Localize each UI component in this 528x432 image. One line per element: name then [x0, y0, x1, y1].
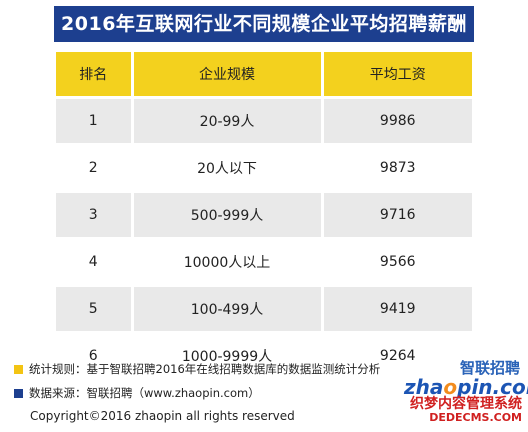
logo-brand-cn: 智联招聘 [459, 359, 520, 377]
company-size-cell: 1000-9999人 [130, 331, 322, 378]
yellow-square-icon [14, 364, 23, 374]
rank-cell: 5 [56, 284, 132, 333]
table-row: 2 20人以下 9873 [56, 143, 472, 192]
zhaopin-logo: 智联招聘 zhaopin.com [402, 357, 528, 407]
company-size-cell: 20人以下 [130, 143, 322, 192]
rank-cell: 2 [56, 143, 132, 192]
logo-en-part: zha [404, 375, 444, 399]
rank-cell: 6 [56, 331, 132, 378]
table-row: 5 100-499人 9419 [56, 284, 472, 333]
table-row: 1 20-99人 9986 [56, 96, 472, 145]
logo-en-o: o [443, 375, 458, 399]
note-stat-rule: 统计规则：基于智联招聘2016年在线招聘数据库的数据监测统计分析 [14, 361, 380, 377]
salary-cell: 9873 [320, 143, 472, 192]
stat-rule-text: 统计规则：基于智联招聘2016年在线招聘数据库的数据监测统计分析 [29, 362, 381, 376]
salary-cell: 9419 [320, 284, 472, 333]
blue-square-icon [14, 388, 23, 398]
salary-cell: 9716 [320, 190, 472, 239]
logo-en-suffix: pin.com [457, 375, 528, 399]
watermark-en: DEDECMS.COM [429, 411, 522, 424]
company-size-cell: 10000人以上 [130, 237, 322, 286]
salary-cell: 9566 [320, 237, 472, 286]
table-row: 4 10000人以上 9566 [56, 237, 472, 286]
rank-cell: 3 [56, 190, 132, 239]
header-average-salary: 平均工资 [320, 52, 472, 98]
copyright-text: Copyright©2016 zhaopin all rights reserv… [30, 409, 295, 423]
dedecms-watermark: 织梦内容管理系统 DEDECMS.COM [398, 393, 526, 431]
rank-cell: 4 [56, 237, 132, 286]
company-size-cell: 100-499人 [130, 284, 322, 333]
table-row: 3 500-999人 9716 [56, 190, 472, 239]
salary-cell: 9986 [320, 96, 472, 145]
header-rank: 排名 [56, 52, 132, 98]
table-row: 6 1000-9999人 9264 [56, 331, 472, 378]
table-body: 1 20-99人 9986 2 20人以下 9873 3 500-999人 9716 4 10000… [56, 96, 472, 378]
note-data-source: 数据来源：智联招聘（www.zhaopin.com） [14, 385, 260, 401]
table-header: 排名 企业规模 平均工资 [56, 52, 472, 98]
header-row: 排名 企业规模 平均工资 [56, 52, 472, 98]
salary-table: 排名 企业规模 平均工资 1 20-99人 9986 2 20人以下 9873 3 500-9… [56, 52, 472, 378]
rank-cell: 1 [56, 96, 132, 145]
company-size-cell: 500-999人 [130, 190, 322, 239]
chart-title: 2016年互联网行业不同规模企业平均招聘薪酬 [54, 6, 474, 42]
company-size-cell: 20-99人 [130, 96, 322, 145]
header-company-size: 企业规模 [130, 52, 322, 98]
data-source-text: 数据来源：智联招聘（www.zhaopin.com） [29, 386, 260, 400]
watermark-cn: 织梦内容管理系统 [410, 396, 522, 412]
salary-cell: 9264 [320, 331, 472, 378]
logo-brand-en: zhaopin.com [404, 375, 528, 399]
